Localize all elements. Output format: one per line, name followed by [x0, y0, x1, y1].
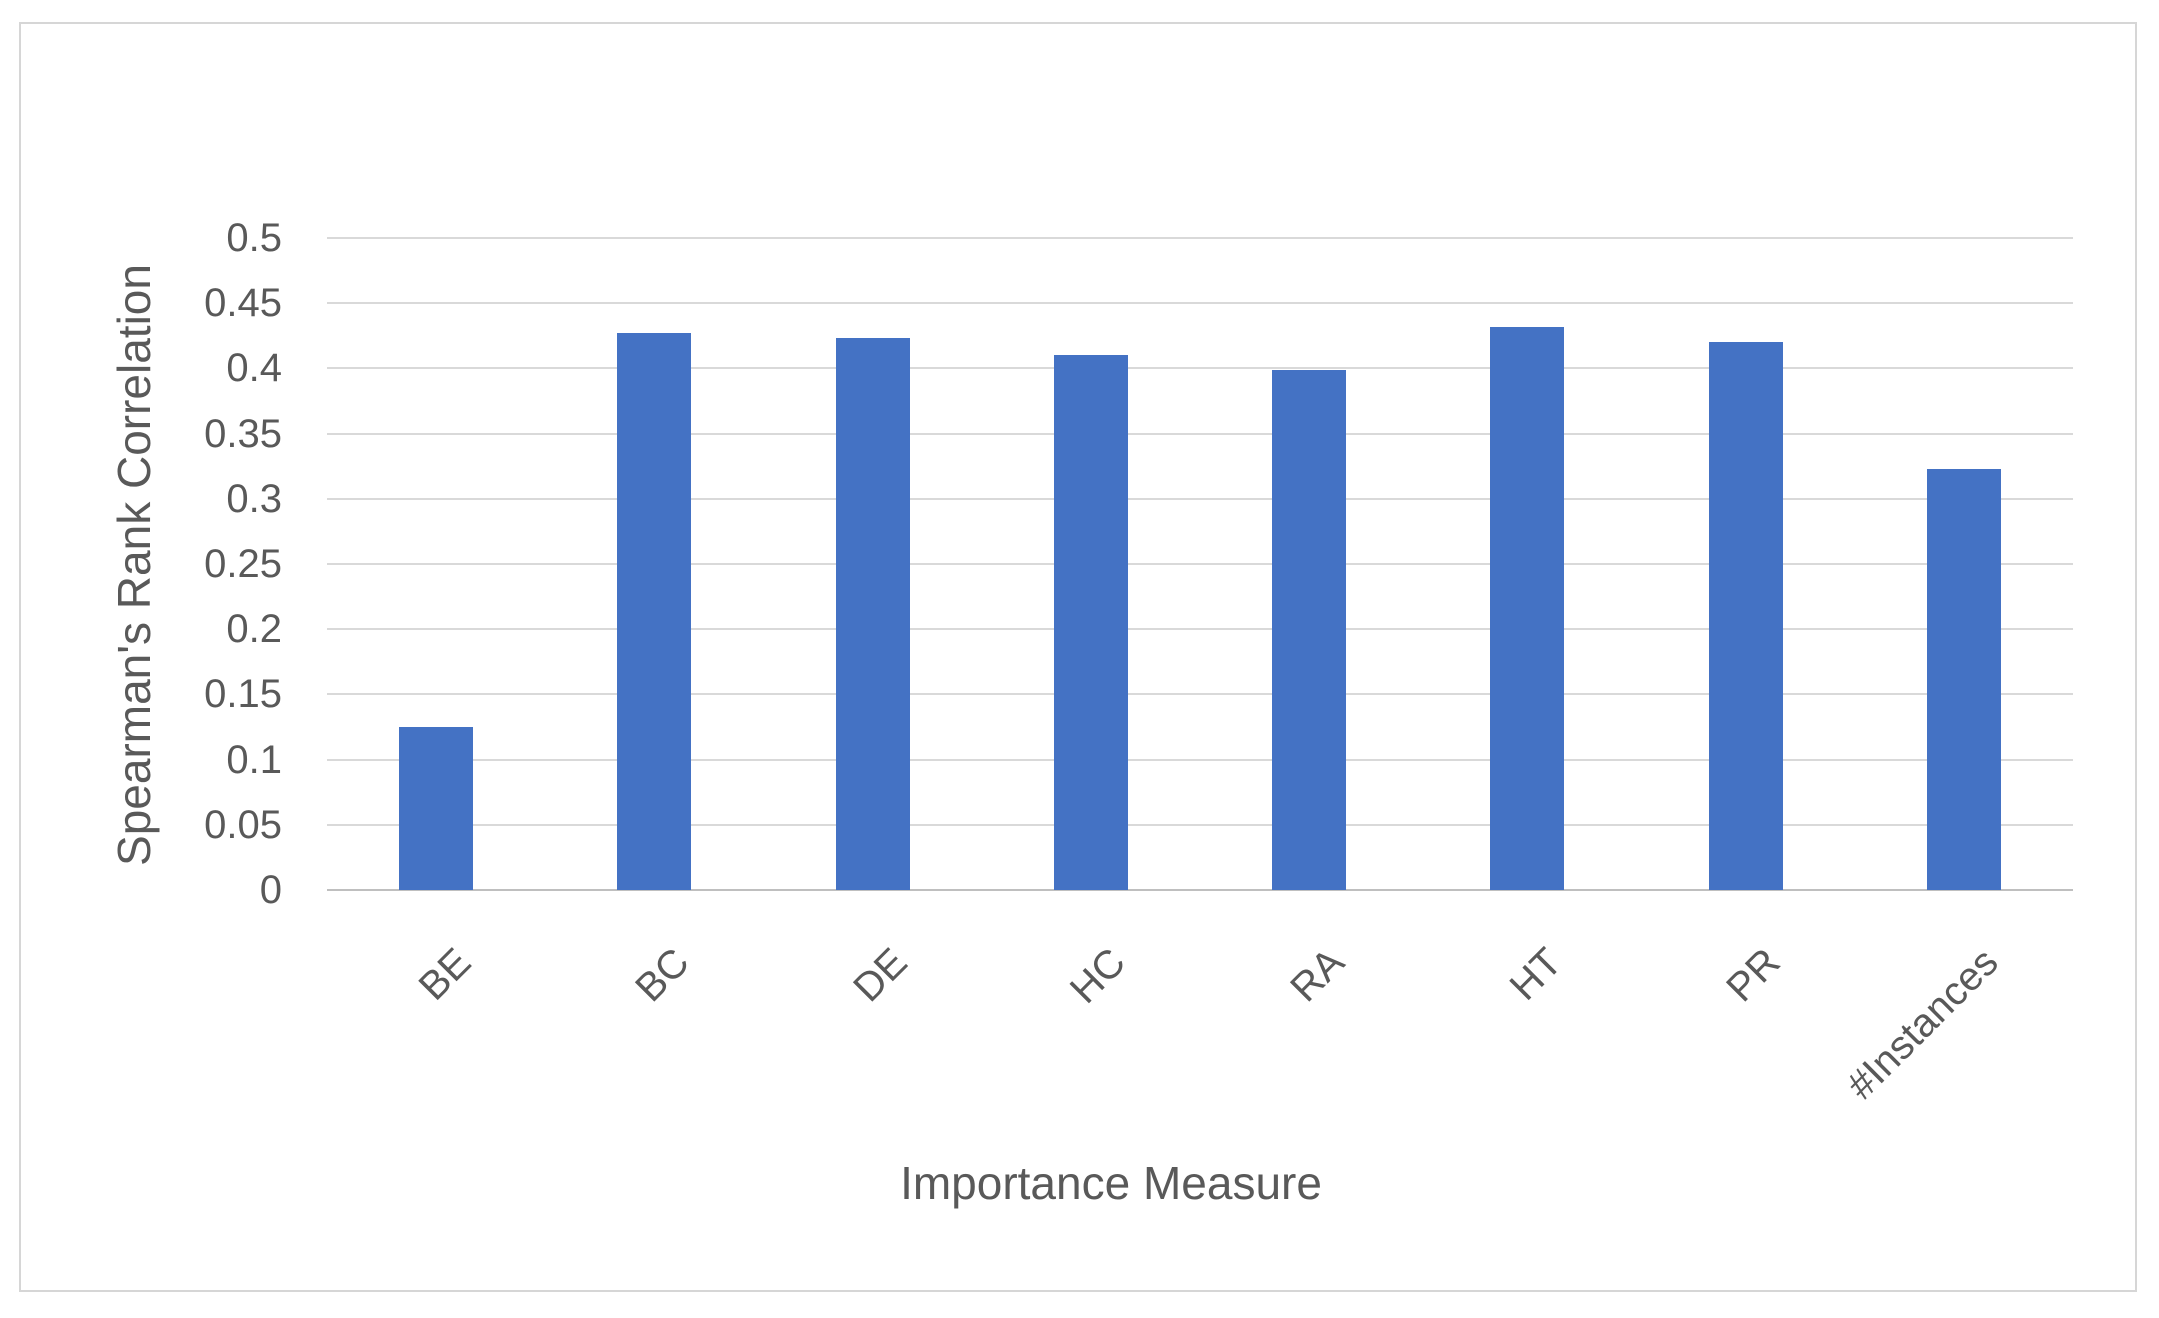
- y-tick-label: 0.05: [204, 802, 282, 847]
- bar-num-instances: [1926, 468, 2001, 890]
- y-gridline: [327, 432, 2073, 435]
- bar-bc: [617, 333, 692, 890]
- y-gridline: [327, 693, 2073, 696]
- bar-de: [835, 338, 910, 890]
- y-tick-label: 0.3: [226, 476, 282, 521]
- y-tick-label: 0.1: [226, 737, 282, 782]
- y-gridline: [327, 497, 2073, 500]
- y-gridline: [327, 367, 2073, 370]
- y-gridline: [327, 628, 2073, 631]
- bar-ra: [1272, 369, 1347, 890]
- y-tick-label: 0.5: [226, 216, 282, 260]
- y-tick-label: 0.15: [204, 672, 282, 717]
- y-tick-label: 0.25: [204, 542, 282, 586]
- y-gridline: [327, 823, 2073, 826]
- x-axis-title: Importance Measure: [900, 1157, 1322, 1209]
- y-tick-label: 0: [259, 868, 282, 912]
- y-gridline: [327, 758, 2073, 761]
- y-tick-label: 0.4: [226, 346, 282, 391]
- y-tick-label: 0.35: [204, 411, 282, 456]
- y-gridline: [327, 237, 2073, 239]
- y-tick-label: 0.45: [204, 281, 282, 326]
- bar-be: [399, 727, 474, 890]
- x-axis-line: [327, 889, 2073, 891]
- bar-pr: [1708, 342, 1783, 890]
- y-gridline: [327, 563, 2073, 565]
- y-tick-label: 0.2: [226, 607, 282, 652]
- y-gridline: [327, 302, 2073, 305]
- bar-hc: [1053, 355, 1128, 890]
- bar-ht: [1490, 326, 1565, 890]
